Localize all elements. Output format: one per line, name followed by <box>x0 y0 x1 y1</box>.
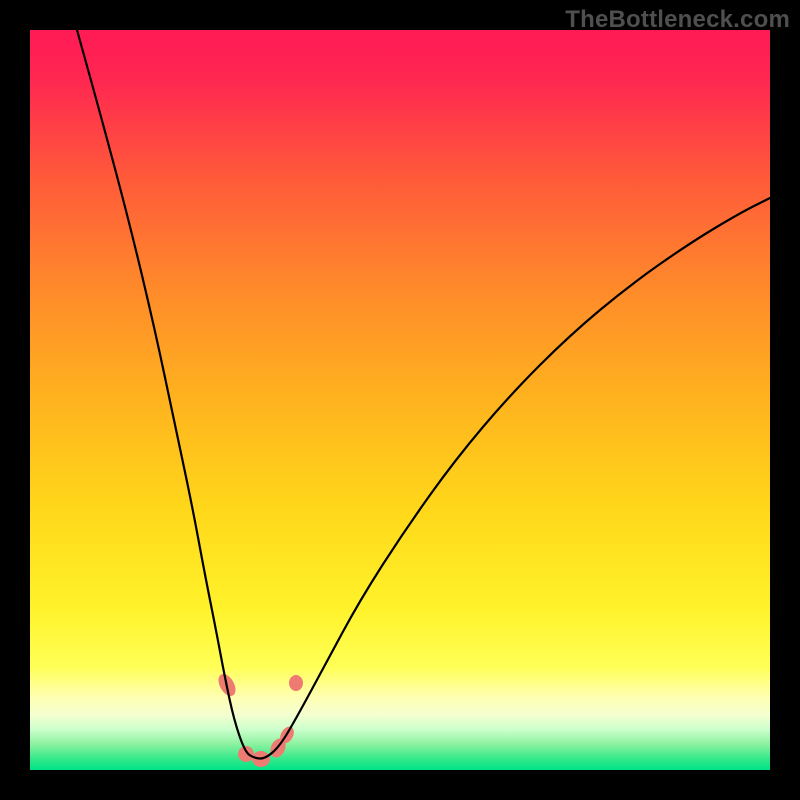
marker-dot <box>238 746 254 762</box>
gradient-background <box>30 30 770 770</box>
plot-area <box>30 30 770 770</box>
watermark-text: TheBottleneck.com <box>565 6 790 34</box>
chart-svg <box>30 30 770 770</box>
chart-frame: TheBottleneck.com <box>0 0 800 800</box>
marker-dot <box>289 675 303 691</box>
